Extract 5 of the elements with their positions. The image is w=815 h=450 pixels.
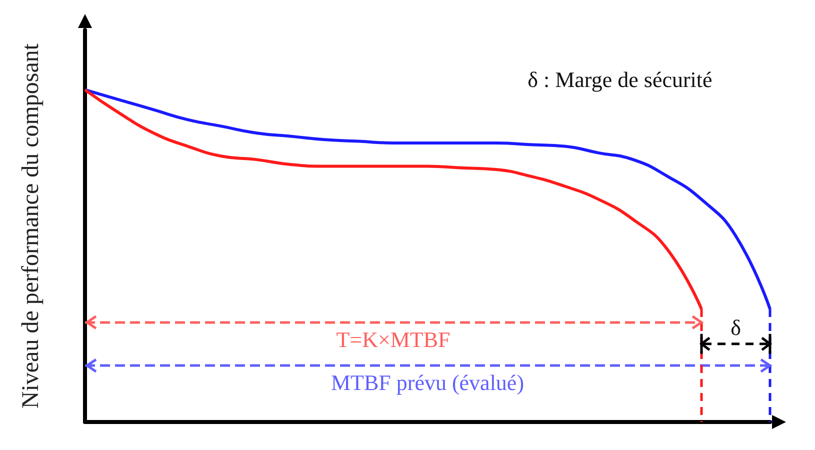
annotation: δ : Marge de sécurité xyxy=(528,67,712,93)
annotation: δ xyxy=(730,314,741,341)
y-axis-title: Niveau de performance du composant xyxy=(18,43,44,409)
ref-line-label: T=K×MTBF xyxy=(336,326,450,352)
ref-line-label: MTBF prévu (évalué) xyxy=(330,370,524,396)
